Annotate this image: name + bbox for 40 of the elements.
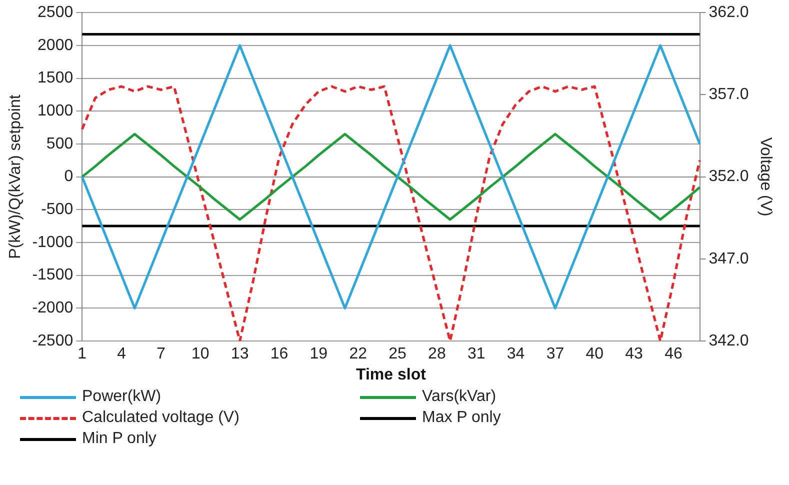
x-tick-label: 22 bbox=[349, 345, 368, 362]
y-tick-label: -1000 bbox=[32, 234, 74, 251]
x-tick-label: 25 bbox=[388, 345, 407, 362]
x-tick-label: 10 bbox=[191, 345, 210, 362]
x-tick-label: 40 bbox=[586, 345, 604, 362]
y-tick-label: -1500 bbox=[32, 266, 74, 284]
x-tick-label: 19 bbox=[310, 345, 328, 362]
y-tick-label: -2000 bbox=[32, 300, 74, 317]
y-axis-title: P(kW)/Q(kVar) setpoint bbox=[7, 94, 24, 259]
y-tick-label: 500 bbox=[46, 135, 74, 152]
legend-label: Max P only bbox=[422, 409, 501, 427]
y-tick-label: 1500 bbox=[38, 70, 74, 87]
x-tick-label: 34 bbox=[506, 345, 525, 362]
y2-tick-label: 352.0 bbox=[708, 168, 749, 186]
y-tick-label: 1000 bbox=[38, 102, 74, 120]
y-tick-label: -2500 bbox=[32, 332, 74, 350]
y-tick-label: 2500 bbox=[38, 4, 74, 22]
y2-tick-label: 342.0 bbox=[708, 332, 749, 350]
x-tick-label: 43 bbox=[625, 345, 644, 362]
legend-label: Calculated voltage (V) bbox=[82, 409, 240, 427]
x-tick-label: 4 bbox=[117, 345, 126, 362]
x-tick-label: 28 bbox=[428, 345, 446, 362]
legend-label: Power(kW) bbox=[82, 388, 162, 406]
x-axis-title: Time slot bbox=[356, 366, 427, 384]
y-tick-label: 0 bbox=[64, 168, 74, 186]
x-tick-label: 46 bbox=[664, 345, 682, 362]
x-tick-label: 1 bbox=[78, 345, 87, 362]
x-tick-label: 13 bbox=[230, 345, 249, 362]
x-tick-label: 7 bbox=[156, 345, 166, 362]
x-tick-label: 37 bbox=[546, 345, 564, 362]
x-tick-label: 16 bbox=[270, 345, 288, 362]
y-tick-label: -500 bbox=[41, 201, 74, 218]
y2-axis-title: Voltage (V) bbox=[756, 137, 774, 216]
legend-label: Min P only bbox=[82, 430, 156, 448]
legend-label: Vars(kVar) bbox=[422, 388, 496, 406]
y-tick-label: 2000 bbox=[38, 36, 74, 54]
x-tick-label: 31 bbox=[467, 345, 486, 362]
y2-tick-label: 347.0 bbox=[708, 250, 749, 268]
y2-tick-label: 357.0 bbox=[708, 86, 749, 104]
y2-tick-label: 362.0 bbox=[708, 4, 749, 22]
